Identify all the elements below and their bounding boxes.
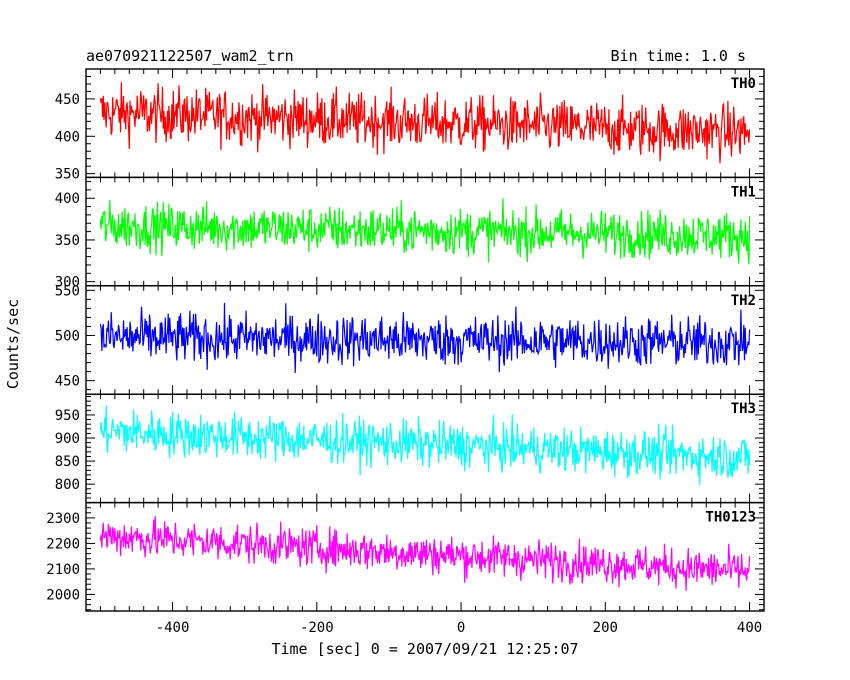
series-line-th2 [99,302,751,374]
x-tick-label: 0 [457,620,465,636]
y-tick-label-th0123: 2200 [46,536,80,552]
y-tick-label-th0123: 2300 [46,511,80,527]
series-line-th1 [99,198,751,265]
y-tick-label-th1: 400 [55,191,80,207]
panel-label-th0123: TH0123 [705,510,756,526]
y-tick-label-th0123: 2100 [46,562,80,578]
y-tick-label-th2: 500 [55,328,80,344]
series-line-th0 [99,82,751,164]
y-tick-label-th0: 450 [55,92,80,108]
panels-group: 350 400 450 TH0 300 350 400 TH1 450 500 550 TH2 800 8… [46,68,765,636]
y-tick-label-th3: 950 [55,408,80,424]
y-tick-label-th1: 300 [55,275,80,291]
x-tick-label: -400 [156,620,190,636]
panel-label-th2: TH2 [731,293,756,309]
x-tick-label: 200 [593,620,618,636]
y-tick-label-th1: 350 [55,233,80,249]
y-tick-label-th3: 800 [55,477,80,493]
y-tick-label-th2: 450 [55,374,80,390]
y-tick-label-th0123: 2000 [46,587,80,603]
panel-frame-th0123 [85,501,765,612]
y-tick-label-th3: 900 [55,431,80,447]
x-tick-label: -200 [300,620,334,636]
panel-label-th1: TH1 [731,184,756,200]
y-tick-label-th3: 850 [55,454,80,470]
panel-label-th0: TH0 [731,76,756,92]
panel-label-th3: TH3 [731,401,756,417]
x-axis-label: Time [sec] 0 = 2007/09/21 12:25:07 [271,640,578,658]
y-tick-label-th2: 550 [55,283,80,299]
bin-time-label: Bin time: 1.0 s [611,47,746,65]
series-line-th3 [99,405,751,486]
x-tick-label: 400 [737,620,762,636]
series-line-th0123 [99,516,751,592]
y-tick-label-th0: 400 [55,129,80,145]
y-tick-label-th0: 350 [55,167,80,183]
chart-title: ae070921122507_wam2_trn [86,47,294,65]
y-axis-label: Counts/sec [4,299,22,389]
